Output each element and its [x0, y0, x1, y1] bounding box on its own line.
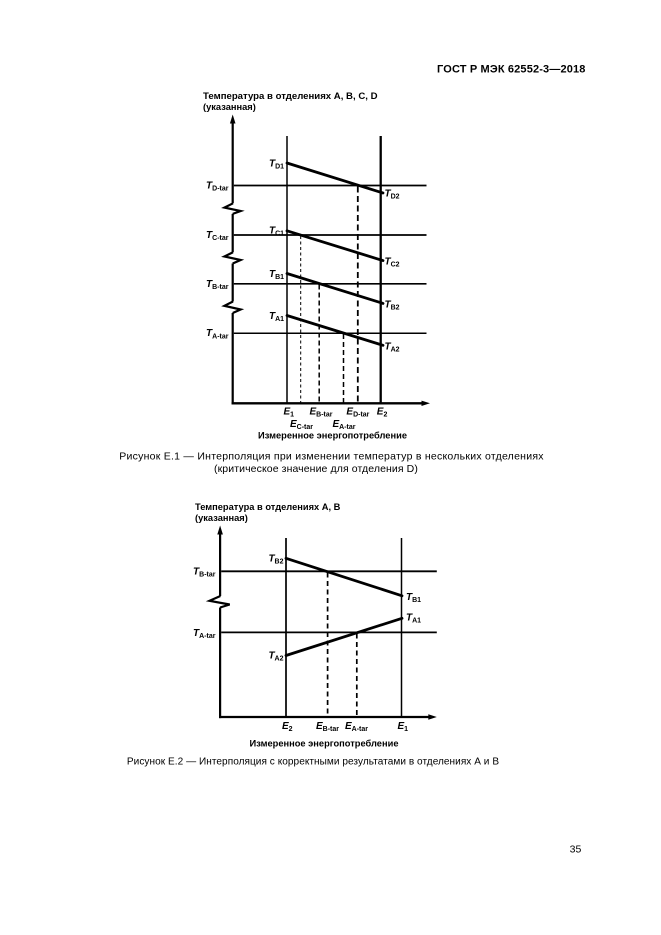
- svg-text:Измеренное энергопотребление: Измеренное энергопотребление: [258, 431, 407, 441]
- svg-text:TC2: TC2: [385, 256, 400, 268]
- svg-text:Температура в отделениях А, В: Температура в отделениях А, В: [195, 502, 341, 512]
- svg-text:EC-tar: EC-tar: [290, 419, 313, 431]
- svg-text:Измеренное энергопотребление: Измеренное энергопотребление: [250, 739, 399, 749]
- svg-text:TC1: TC1: [269, 225, 284, 237]
- svg-text:E2: E2: [282, 721, 293, 733]
- svg-text:TA-tar: TA-tar: [193, 628, 216, 640]
- svg-text:(критическое значение для отде: (критическое значение для отделения D): [214, 463, 418, 475]
- svg-text:Температура в отделениях А, В,: Температура в отделениях А, В, С, D: [203, 91, 378, 102]
- svg-text:EA-tar: EA-tar: [333, 419, 356, 431]
- svg-text:Рисунок Е.1 — Интерполяция при: Рисунок Е.1 — Интерполяция при изменении…: [119, 451, 544, 463]
- svg-text:TC-tar: TC-tar: [206, 230, 229, 242]
- svg-text:ED-tar: ED-tar: [346, 407, 369, 419]
- svg-text:E2: E2: [377, 407, 388, 419]
- svg-text:35: 35: [570, 844, 582, 856]
- svg-text:TB1: TB1: [406, 592, 421, 604]
- svg-text:EB-tar: EB-tar: [310, 407, 333, 419]
- svg-text:TA1: TA1: [406, 613, 421, 625]
- svg-text:Рисунок Е.2 — Интерполяция с к: Рисунок Е.2 — Интерполяция с корректными…: [127, 757, 499, 768]
- svg-text:TA2: TA2: [268, 651, 283, 663]
- svg-text:TB-tar: TB-tar: [206, 279, 229, 291]
- svg-text:TA1: TA1: [269, 311, 284, 323]
- svg-text:EB-tar: EB-tar: [316, 721, 339, 733]
- svg-text:ГОСТ Р МЭК 62552-3—2018: ГОСТ Р МЭК 62552-3—2018: [437, 64, 586, 76]
- svg-text:E1: E1: [398, 721, 409, 733]
- svg-text:TD1: TD1: [269, 159, 284, 171]
- svg-text:TA-tar: TA-tar: [206, 328, 229, 340]
- svg-text:EA-tar: EA-tar: [345, 721, 368, 733]
- svg-text:(указанная): (указанная): [195, 513, 248, 523]
- svg-text:TD-tar: TD-tar: [206, 181, 229, 193]
- svg-text:TA2: TA2: [385, 342, 400, 354]
- svg-text:(указанная): (указанная): [203, 102, 256, 112]
- svg-text:TB2: TB2: [268, 554, 283, 566]
- svg-text:E1: E1: [284, 407, 295, 419]
- svg-text:TB2: TB2: [385, 300, 400, 312]
- svg-text:TD2: TD2: [385, 188, 400, 200]
- svg-text:TB-tar: TB-tar: [193, 567, 216, 579]
- svg-text:TB1: TB1: [269, 269, 284, 281]
